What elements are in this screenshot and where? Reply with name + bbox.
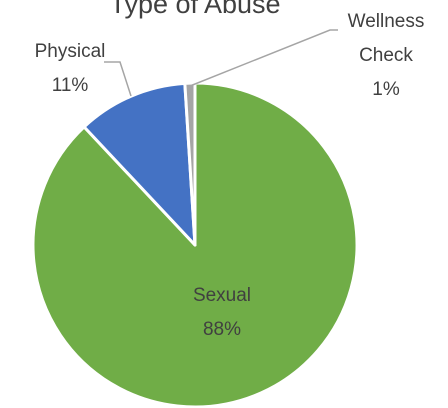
category-label: Physical xyxy=(35,41,106,62)
value-label: 11% xyxy=(52,75,89,96)
pie-slice xyxy=(82,81,197,247)
leader-line xyxy=(189,29,338,87)
pie-slice xyxy=(183,81,197,247)
category-label: Wellness Check xyxy=(348,11,425,66)
value-label: 1% xyxy=(372,79,400,100)
value-label: 88% xyxy=(203,319,241,340)
chart-title: Type of Abuse xyxy=(109,0,280,19)
category-label: Sexual xyxy=(193,285,251,306)
leader-line xyxy=(104,61,132,97)
